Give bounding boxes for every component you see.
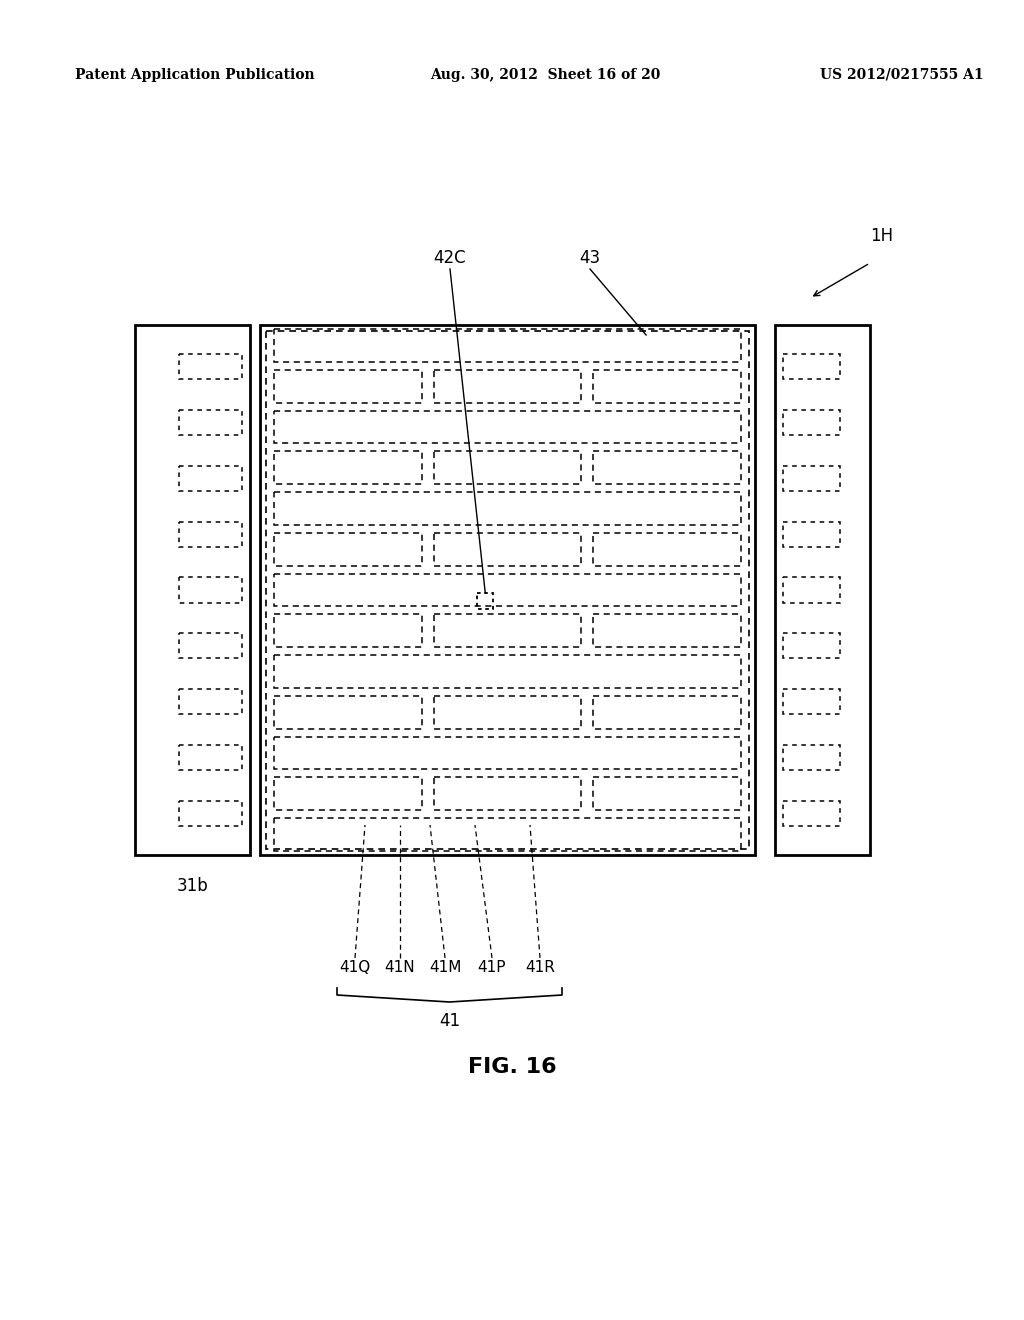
Text: FIG. 16: FIG. 16 [468, 1057, 556, 1077]
Bar [593, 777, 741, 810]
Bar [593, 533, 741, 565]
Bar [434, 370, 582, 403]
Bar [274, 818, 741, 851]
Bar [274, 655, 741, 688]
Bar [783, 801, 840, 826]
Bar [179, 521, 242, 546]
Bar [274, 533, 422, 565]
Bar [266, 331, 749, 849]
Bar [593, 370, 741, 403]
Text: 1H: 1H [870, 227, 893, 246]
Text: Aug. 30, 2012  Sheet 16 of 20: Aug. 30, 2012 Sheet 16 of 20 [430, 69, 660, 82]
Bar [783, 744, 840, 770]
Bar [434, 614, 582, 647]
Bar [593, 614, 741, 647]
Text: 41R: 41R [525, 960, 555, 975]
Bar [783, 411, 840, 436]
Bar [274, 411, 741, 444]
Bar [783, 689, 840, 714]
Bar [274, 451, 422, 484]
Text: 41P: 41P [478, 960, 506, 975]
Bar [274, 329, 741, 362]
Bar [783, 634, 840, 659]
Bar [179, 577, 242, 602]
Bar [274, 696, 422, 729]
Bar [135, 325, 250, 855]
Text: Patent Application Publication: Patent Application Publication [75, 69, 314, 82]
Text: 41N: 41N [385, 960, 416, 975]
Text: 41: 41 [439, 1012, 460, 1030]
Bar [593, 696, 741, 729]
Bar [434, 451, 582, 484]
Text: 31b: 31b [176, 876, 208, 895]
Bar [179, 466, 242, 491]
Bar [179, 354, 242, 379]
Bar [274, 614, 422, 647]
Bar [179, 744, 242, 770]
Bar [783, 521, 840, 546]
Bar [274, 777, 422, 810]
Bar [783, 354, 840, 379]
Text: US 2012/0217555 A1: US 2012/0217555 A1 [820, 69, 984, 82]
Bar [260, 325, 755, 855]
Text: 42C: 42C [434, 249, 466, 267]
Bar [434, 777, 582, 810]
Bar [783, 577, 840, 602]
Bar [783, 466, 840, 491]
Bar [434, 533, 582, 565]
Text: 41Q: 41Q [339, 960, 371, 975]
Bar [274, 574, 741, 606]
Text: 41M: 41M [429, 960, 461, 975]
Bar [274, 737, 741, 770]
Bar [477, 593, 494, 609]
Text: 43: 43 [580, 249, 600, 267]
Bar [179, 634, 242, 659]
Bar [179, 689, 242, 714]
Bar [274, 492, 741, 525]
Bar [179, 801, 242, 826]
Bar [434, 696, 582, 729]
Bar [775, 325, 870, 855]
Bar [593, 451, 741, 484]
Bar [179, 411, 242, 436]
Bar [274, 370, 422, 403]
